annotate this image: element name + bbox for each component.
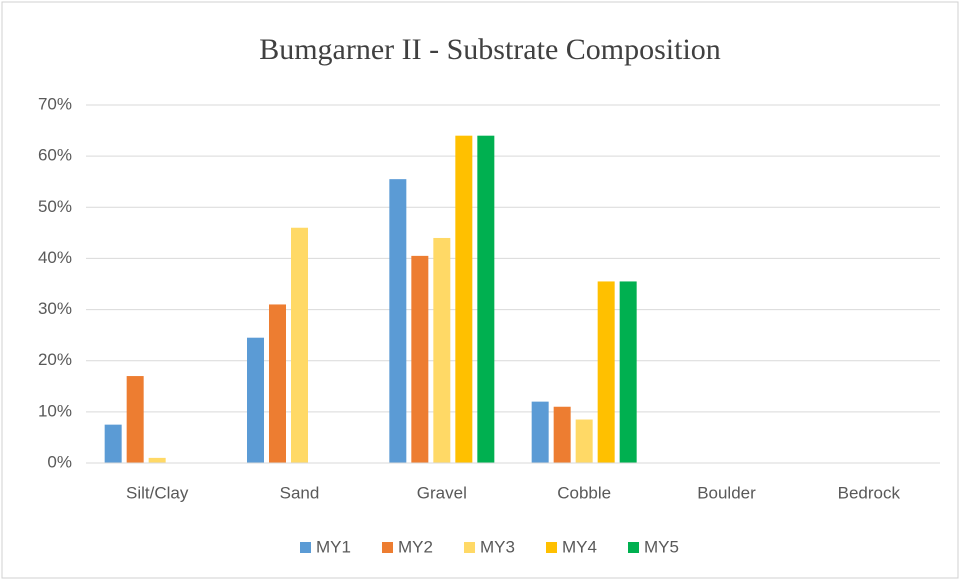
y-tick-label: 0%	[47, 452, 72, 471]
legend-label: MY1	[316, 537, 351, 556]
bar	[619, 281, 637, 463]
bar	[269, 304, 286, 463]
x-tick-label: Cobble	[557, 483, 611, 502]
bar	[126, 376, 144, 463]
legend-label: MY4	[562, 537, 597, 556]
chart-title: Bumgarner II - Substrate Composition	[259, 33, 721, 66]
x-tick-label: Gravel	[417, 483, 467, 502]
bar	[389, 179, 407, 463]
y-tick-label: 20%	[38, 350, 72, 369]
bar	[455, 135, 473, 463]
bar	[291, 227, 308, 463]
legend-swatch	[382, 542, 393, 553]
legend-swatch	[300, 542, 311, 553]
y-tick-label: 10%	[38, 401, 72, 420]
bar	[148, 457, 166, 463]
y-tick-label: 50%	[38, 197, 72, 216]
bar	[433, 237, 451, 463]
legend-label: MY5	[644, 537, 679, 556]
bar	[575, 419, 593, 463]
legend-label: MY3	[480, 537, 515, 556]
y-tick-label: 70%	[38, 94, 72, 113]
y-tick-label: 40%	[38, 248, 72, 267]
x-tick-label: Bedrock	[838, 483, 901, 502]
bar	[553, 406, 571, 463]
bar	[531, 401, 549, 463]
bar	[247, 337, 264, 463]
x-tick-label: Boulder	[697, 483, 756, 502]
x-tick-label: Silt/Clay	[126, 483, 189, 502]
legend-swatch	[464, 542, 475, 553]
y-tick-label: 30%	[38, 299, 72, 318]
y-tick-label: 60%	[38, 146, 72, 165]
x-tick-label: Sand	[280, 483, 320, 502]
bar	[597, 281, 615, 463]
legend-swatch	[546, 542, 557, 553]
legend-label: MY2	[398, 537, 433, 556]
bar	[411, 255, 429, 463]
bar	[477, 135, 495, 463]
legend-swatch	[628, 542, 639, 553]
bar	[104, 424, 122, 463]
